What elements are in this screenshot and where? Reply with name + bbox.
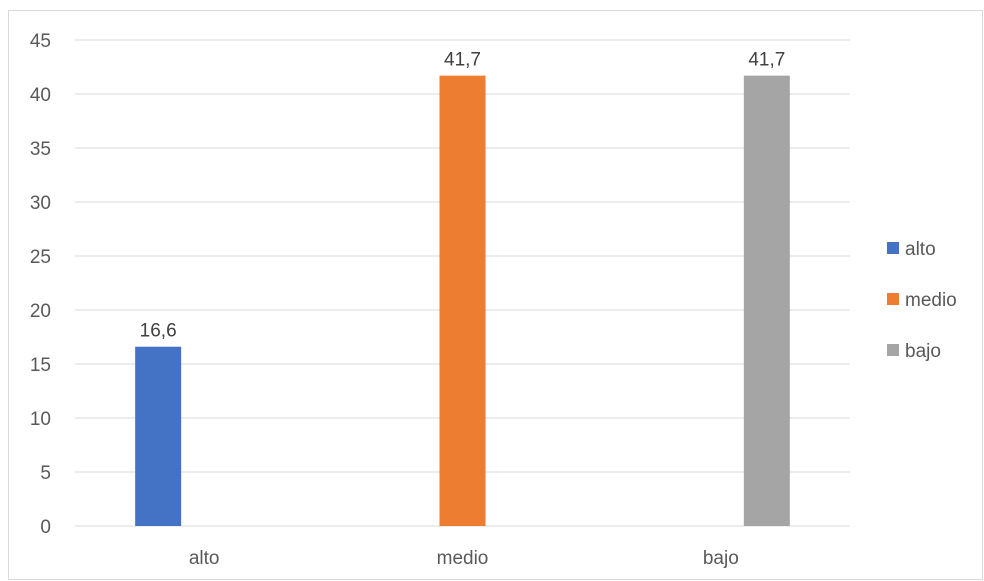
x-tick-label: bajo [703,548,739,569]
x-tick-label: medio [437,548,489,569]
y-tick-label: 25 [30,247,51,268]
data-label: 41,7 [444,50,481,71]
legend-label-bajo: bajo [905,341,941,362]
y-tick-label: 15 [30,355,51,376]
y-tick-label: 20 [30,301,51,322]
y-axis-ticks: 0 5 10 15 20 25 30 35 40 45 [30,31,51,538]
data-label: 16,6 [140,321,177,342]
y-tick-label: 0 [40,517,51,538]
legend-swatch-bajo [887,344,899,356]
legend-swatch-medio [887,293,899,305]
y-tick-label: 45 [30,31,51,52]
x-tick-label: alto [189,548,220,569]
data-labels: 16,6 41,7 41,7 [140,50,786,342]
y-tick-label: 30 [30,193,51,214]
legend-swatch-alto [887,242,899,254]
y-tick-label: 40 [30,85,51,106]
y-tick-label: 35 [30,139,51,160]
y-tick-label: 10 [30,409,51,430]
bar-medio [439,75,486,526]
legend-label-alto: alto [905,239,936,260]
legend-label-medio: medio [905,290,957,311]
legend: alto medio bajo [887,239,957,362]
y-tick-label: 5 [40,463,51,484]
bar-alto [135,346,182,526]
bars [135,75,790,526]
x-axis-ticks: alto medio bajo [189,548,739,569]
data-label: 41,7 [748,50,785,71]
bar-bajo [743,75,790,526]
